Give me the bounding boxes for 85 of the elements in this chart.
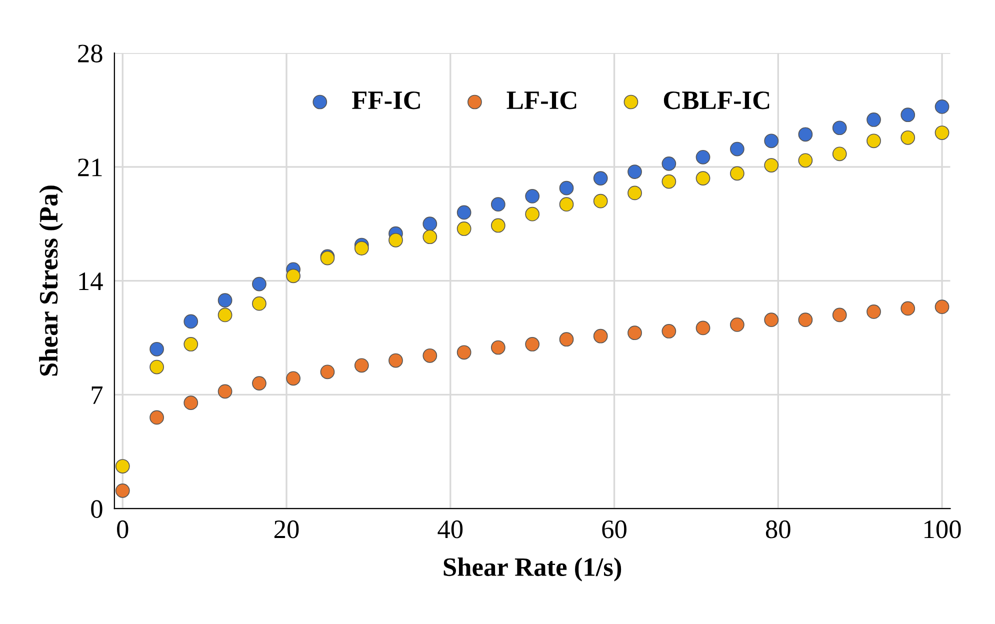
- point: [388, 232, 403, 248]
- point: [730, 142, 744, 156]
- point: [696, 150, 710, 164]
- y-tick-label: 21: [78, 158, 102, 176]
- point: [900, 108, 916, 122]
- point: [422, 230, 438, 244]
- point: [490, 218, 506, 233]
- x-tick-label: 40: [438, 520, 463, 538]
- point: [662, 174, 676, 189]
- point: [490, 197, 506, 212]
- point: [525, 337, 540, 352]
- point: [115, 483, 130, 498]
- point: [866, 112, 881, 127]
- point: [354, 358, 369, 373]
- point: [252, 296, 266, 311]
- point: [866, 304, 881, 319]
- x-tick-label: 0: [117, 520, 128, 538]
- point: [150, 410, 164, 425]
- point: [662, 156, 676, 171]
- point: [934, 100, 950, 114]
- point: [286, 371, 300, 386]
- point: [696, 171, 710, 186]
- point: [662, 324, 676, 338]
- y-tick-label: 14: [79, 272, 103, 290]
- point: [628, 164, 642, 179]
- point: [934, 126, 950, 140]
- x-tick-label: 80: [766, 520, 790, 538]
- point: [184, 337, 198, 352]
- point: [252, 376, 266, 390]
- point: [115, 459, 130, 474]
- point: [525, 206, 540, 222]
- y-tick-label: 7: [92, 386, 103, 404]
- point: [900, 301, 916, 316]
- point: [559, 180, 574, 196]
- point: [320, 364, 335, 380]
- point: [456, 205, 472, 220]
- point: [388, 353, 403, 368]
- point: [900, 130, 916, 145]
- point: [764, 158, 779, 172]
- point: [184, 314, 198, 329]
- y-tick-label: 28: [78, 44, 102, 62]
- point: [218, 308, 232, 322]
- y-tick-label: 0: [91, 500, 102, 518]
- point: [764, 312, 779, 328]
- point: [798, 153, 813, 168]
- point: [593, 171, 608, 186]
- point: [559, 197, 574, 212]
- legend-label: CBLF-IC: [664, 91, 770, 110]
- legend-label: LF-IC: [506, 91, 576, 110]
- point: [764, 134, 779, 148]
- point: [832, 146, 847, 162]
- point: [218, 293, 232, 308]
- point: [593, 328, 608, 344]
- point: [286, 268, 300, 284]
- point: [798, 127, 813, 142]
- point: [593, 194, 608, 208]
- point: [218, 384, 232, 399]
- point: [934, 300, 950, 314]
- point: [252, 276, 266, 292]
- point: [490, 340, 506, 355]
- point: [456, 222, 472, 236]
- point: [456, 345, 472, 360]
- point: [730, 318, 744, 332]
- point: [354, 241, 369, 256]
- x-tick-label: 60: [602, 520, 626, 538]
- point: [559, 332, 574, 347]
- x-tick-label: 100: [924, 520, 961, 538]
- y-axis-title: Shear Stress (Pa): [39, 186, 64, 376]
- point: [628, 186, 642, 200]
- x-axis-title: Shear Rate (1/s): [444, 557, 622, 582]
- point: [525, 189, 540, 204]
- point: [832, 120, 847, 136]
- point: [422, 348, 438, 363]
- point: [866, 134, 881, 148]
- x-tick-label: 20: [274, 520, 299, 538]
- point: [730, 166, 744, 181]
- point: [184, 396, 198, 410]
- point: [422, 216, 438, 232]
- point: [832, 308, 847, 322]
- point: [696, 320, 710, 336]
- point: [798, 312, 813, 328]
- point: [150, 360, 164, 374]
- legend-label: FF-IC: [352, 91, 420, 110]
- point: [150, 342, 164, 356]
- point: [628, 326, 642, 340]
